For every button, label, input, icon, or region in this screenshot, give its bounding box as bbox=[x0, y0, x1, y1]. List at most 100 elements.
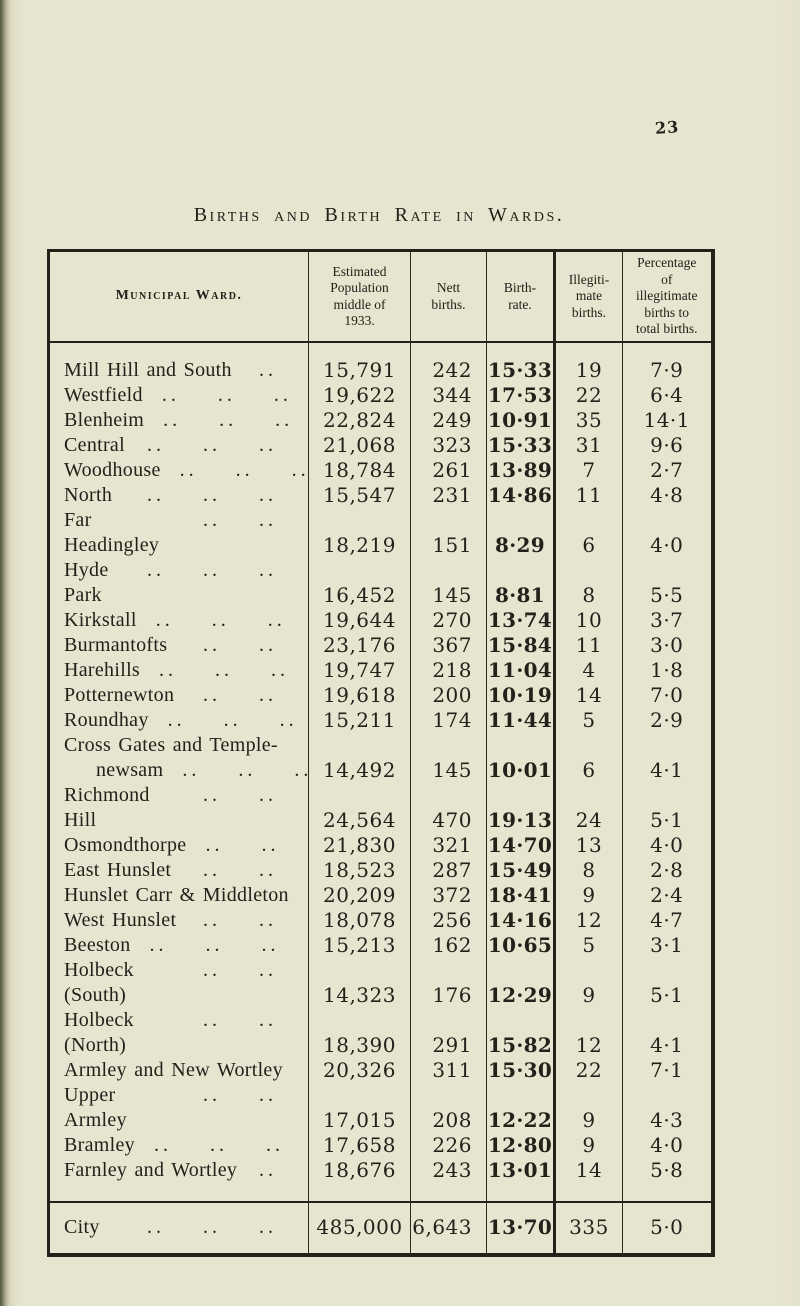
illegitimate-births-cell: 5 bbox=[553, 708, 623, 733]
population-cell: 22,824 bbox=[308, 408, 411, 433]
table-row: Armley and New Wortley 20,326 311 15·30 … bbox=[49, 1058, 713, 1083]
illegitimate-births-cell: 9 bbox=[553, 1083, 623, 1133]
table-row: Kirkstall...... 19,644 270 13·74 10 3·7 bbox=[49, 608, 713, 633]
population-cell: 18,078 bbox=[308, 908, 411, 933]
illegitimate-births-cell: 22 bbox=[553, 1058, 623, 1083]
population-cell: 19,747 bbox=[308, 658, 411, 683]
birth-rate-cell: 12·22 bbox=[486, 1083, 555, 1133]
percentage-cell: 14·1 bbox=[622, 408, 713, 433]
nett-births-cell: 151 bbox=[410, 508, 487, 558]
page-number: 23 bbox=[654, 117, 680, 138]
table-row: Farnley and Wortley.. 18,676 243 13·01 1… bbox=[49, 1158, 713, 1202]
population-cell: 15,547 bbox=[308, 483, 411, 508]
percentage-cell: 5·1 bbox=[622, 783, 713, 833]
ward-name-cell: Kirkstall...... bbox=[49, 608, 309, 633]
percentage-cell: 5·5 bbox=[622, 558, 713, 608]
birth-rate-cell: 14·86 bbox=[486, 483, 555, 508]
illegitimate-births-cell: 35 bbox=[553, 408, 623, 433]
percentage-cell: 9·6 bbox=[622, 433, 713, 458]
leader-dots: .... bbox=[203, 1084, 277, 1106]
table-row: Mill Hill and South.. 15,791 242 15·33 1… bbox=[49, 342, 713, 383]
percentage-cell: 4·1 bbox=[622, 1008, 713, 1058]
ward-name-cell: Upper Armley.... bbox=[49, 1083, 309, 1133]
ward-name: Far Headingley bbox=[64, 509, 160, 556]
population-cell: 21,068 bbox=[308, 433, 411, 458]
ward-name-cell: City...... bbox=[48, 1201, 309, 1255]
leader-dots: .. bbox=[259, 359, 277, 381]
nett-births-cell: 270 bbox=[410, 608, 487, 633]
nett-births-cell: 323 bbox=[410, 433, 487, 458]
birth-rate-cell: 10·65 bbox=[486, 933, 555, 958]
table-row: Hyde Park...... 16,452 145 8·81 8 5·5 bbox=[49, 558, 713, 608]
ward-name-cell: Cross Gates and Temple-newsam...... bbox=[49, 733, 309, 783]
table-row: Hunslet Carr & Middleton 20,209 372 18·4… bbox=[49, 883, 713, 908]
birth-rate-cell: 15·49 bbox=[486, 858, 555, 883]
ward-name: Hunslet Carr & Middleton bbox=[64, 884, 289, 906]
table-row: Woodhouse...... 18,784 261 13·89 7 2·7 bbox=[49, 458, 713, 483]
table-row: Cross Gates and Temple-newsam...... 14,4… bbox=[49, 733, 713, 783]
ward-name: Harehills bbox=[64, 659, 141, 681]
illegitimate-births-cell: 9 bbox=[553, 1133, 623, 1158]
nett-births-cell: 344 bbox=[410, 383, 487, 408]
ward-name: Kirkstall bbox=[64, 609, 137, 631]
ward-name: Central bbox=[64, 434, 125, 456]
ward-name: Woodhouse bbox=[64, 459, 161, 481]
table-header-row: Municipal Ward. Estimated Population mid… bbox=[48, 250, 713, 343]
illegitimate-births-cell: 14 bbox=[553, 683, 623, 708]
ward-name: Osmondthorpe bbox=[64, 834, 187, 856]
population-cell: 24,564 bbox=[308, 783, 411, 833]
illegitimate-births-cell: 8 bbox=[553, 558, 623, 608]
table-row: Blenheim...... 22,824 249 10·91 35 14·1 bbox=[49, 408, 713, 433]
birth-rate-cell: 15·30 bbox=[486, 1058, 555, 1083]
population-cell: 18,784 bbox=[308, 458, 411, 483]
illegitimate-births-cell: 5 bbox=[553, 933, 623, 958]
illegitimate-births-cell: 22 bbox=[553, 383, 623, 408]
nett-births-cell: 226 bbox=[410, 1133, 487, 1158]
birth-rate-cell: 18·41 bbox=[486, 883, 555, 908]
ward-name: Hyde Park bbox=[64, 559, 109, 606]
birth-rate-cell: 13·01 bbox=[486, 1158, 555, 1202]
ward-name: Armley and New Wortley bbox=[64, 1059, 283, 1081]
birth-rate-cell: 11·44 bbox=[486, 708, 555, 733]
leader-dots: .... bbox=[203, 634, 277, 656]
birth-rate-cell: 8·29 bbox=[486, 508, 555, 558]
percentage-cell: 2·8 bbox=[622, 858, 713, 883]
percentage-cell: 4·0 bbox=[622, 508, 713, 558]
ward-name-cell: Armley and New Wortley bbox=[49, 1058, 309, 1083]
leader-dots: ...... bbox=[149, 934, 280, 956]
percentage-cell: 4·0 bbox=[622, 833, 713, 858]
ward-name-cell: West Hunslet.... bbox=[49, 908, 309, 933]
percentage-cell: 3·0 bbox=[622, 633, 713, 658]
illegitimate-births-cell: 24 bbox=[553, 783, 623, 833]
percentage-cell: 1·8 bbox=[622, 658, 713, 683]
ward-name: newsam bbox=[96, 759, 164, 781]
population-cell: 15,211 bbox=[308, 708, 411, 733]
illegitimate-births-cell: 7 bbox=[553, 458, 623, 483]
ward-name-cell: Central...... bbox=[49, 433, 309, 458]
ward-name-cell: Bramley...... bbox=[49, 1133, 309, 1158]
birth-rate-cell: 15·33 bbox=[486, 342, 555, 383]
population-cell: 20,209 bbox=[308, 883, 411, 908]
leader-dots: .... bbox=[203, 859, 277, 881]
leader-dots: ...... bbox=[159, 659, 290, 681]
ward-name-cell: East Hunslet.... bbox=[49, 858, 309, 883]
population-cell: 20,326 bbox=[308, 1058, 411, 1083]
percentage-cell: 7·9 bbox=[622, 342, 713, 383]
ward-name-cell: Potternewton.... bbox=[49, 683, 309, 708]
ward-name: Holbeck (South) bbox=[64, 959, 134, 1006]
illegitimate-births-cell: 11 bbox=[553, 483, 623, 508]
table-row: Potternewton.... 19,618 200 10·19 14 7·0 bbox=[49, 683, 713, 708]
ward-name: Holbeck (North) bbox=[64, 1009, 134, 1056]
birth-rate-cell: 13·70 bbox=[486, 1201, 555, 1255]
percentage-cell: 4·0 bbox=[622, 1133, 713, 1158]
birth-rate-cell: 8·81 bbox=[486, 558, 555, 608]
nett-births-cell: 261 bbox=[410, 458, 487, 483]
ward-name: Roundhay bbox=[64, 709, 149, 731]
birth-rate-cell: 10·91 bbox=[486, 408, 555, 433]
header-illegitimate-births: Illegiti- mate births. bbox=[553, 250, 623, 343]
nett-births-cell: 243 bbox=[410, 1158, 487, 1202]
leader-dots: .... bbox=[203, 684, 277, 706]
birth-rate-cell: 12·80 bbox=[486, 1133, 555, 1158]
population-cell: 19,644 bbox=[308, 608, 411, 633]
